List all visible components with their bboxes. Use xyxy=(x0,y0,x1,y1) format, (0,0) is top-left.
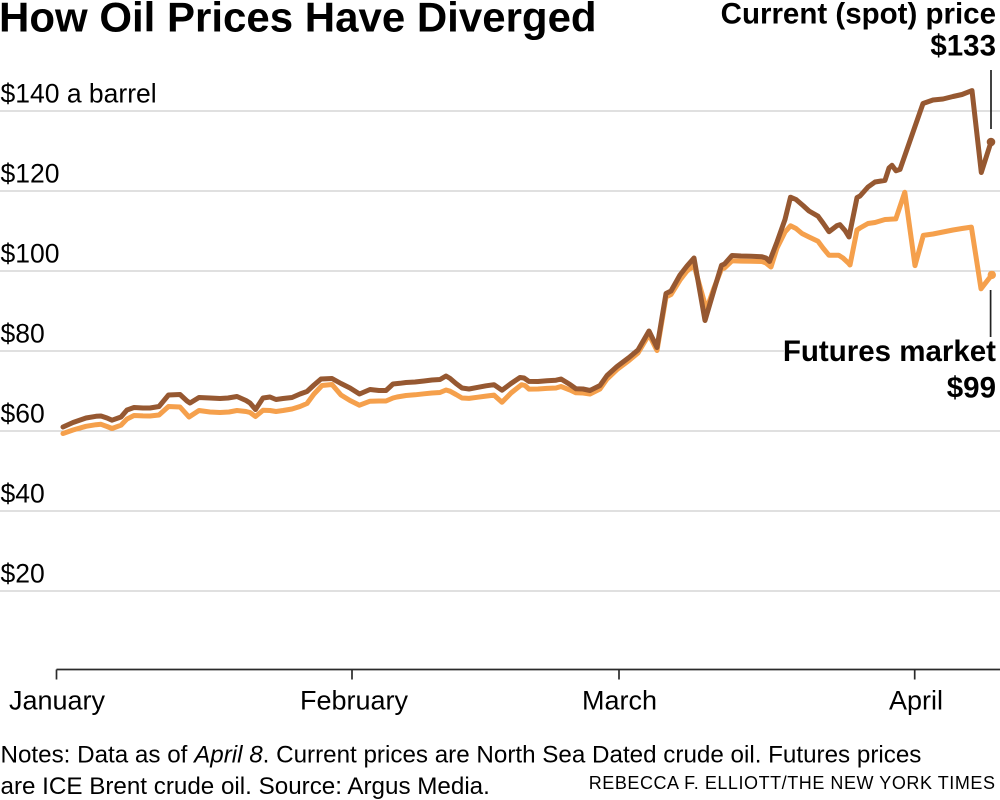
svg-text:$140 a barrel: $140 a barrel xyxy=(1,79,157,109)
svg-text:Futures market: Futures market xyxy=(783,335,996,368)
svg-text:$20: $20 xyxy=(1,559,45,589)
svg-text:Notes: Data as of April 8. Cur: Notes: Data as of April 8. Current price… xyxy=(1,742,922,769)
svg-text:REBECCA F. ELLIOTT/THE NEW YO: REBECCA F. ELLIOTT/THE NEW YORK TIMES xyxy=(589,773,996,793)
svg-text:Current (spot) price: Current (spot) price xyxy=(721,0,996,31)
svg-text:$100: $100 xyxy=(1,239,60,269)
svg-text:How Oil Prices Have Diverged: How Oil Prices Have Diverged xyxy=(0,0,597,41)
svg-text:$99: $99 xyxy=(947,372,996,405)
svg-text:$60: $60 xyxy=(1,399,45,429)
svg-text:March: March xyxy=(582,686,657,716)
svg-text:April: April xyxy=(889,686,943,716)
svg-text:$80: $80 xyxy=(1,319,45,349)
svg-text:$133: $133 xyxy=(930,30,996,63)
svg-text:January: January xyxy=(9,686,106,716)
svg-text:are ICE Brent crude oil. Sourc: are ICE Brent crude oil. Source: Argus M… xyxy=(1,773,490,800)
svg-text:February: February xyxy=(300,686,409,716)
svg-text:$40: $40 xyxy=(1,479,45,509)
svg-text:$120: $120 xyxy=(1,159,60,189)
